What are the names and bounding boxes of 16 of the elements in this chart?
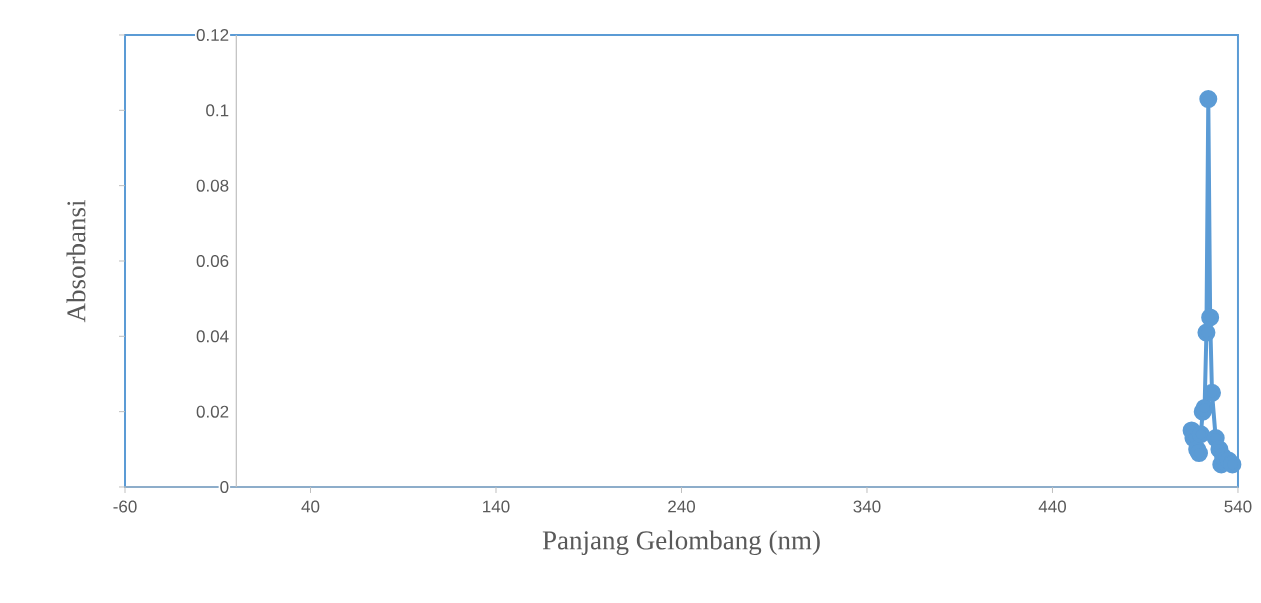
x-tick-label: 440 [1038, 500, 1066, 513]
y-tick-label: 0.1 [206, 104, 229, 117]
y-tick-label: 0.04 [196, 330, 229, 343]
x-tick-label: 540 [1224, 500, 1252, 513]
x-tick-label: 340 [853, 500, 881, 513]
y-tick-label: 0.06 [196, 254, 229, 268]
y-tick-label: 0.12 [196, 28, 229, 42]
x-tick-label: -60 [113, 500, 137, 513]
x-axis-title: Panjang Gelombang (nm) [542, 530, 820, 556]
x-tick-label: 240 [668, 500, 696, 513]
y-tick-label: 0.08 [196, 179, 229, 192]
y-tick-label: 0 [220, 480, 229, 494]
y-tick-label: 0.02 [196, 405, 229, 418]
x-tick-label: 140 [483, 500, 510, 513]
y-axis-title: Absorbansi [66, 200, 86, 323]
x-tick-label: 40 [301, 500, 320, 513]
